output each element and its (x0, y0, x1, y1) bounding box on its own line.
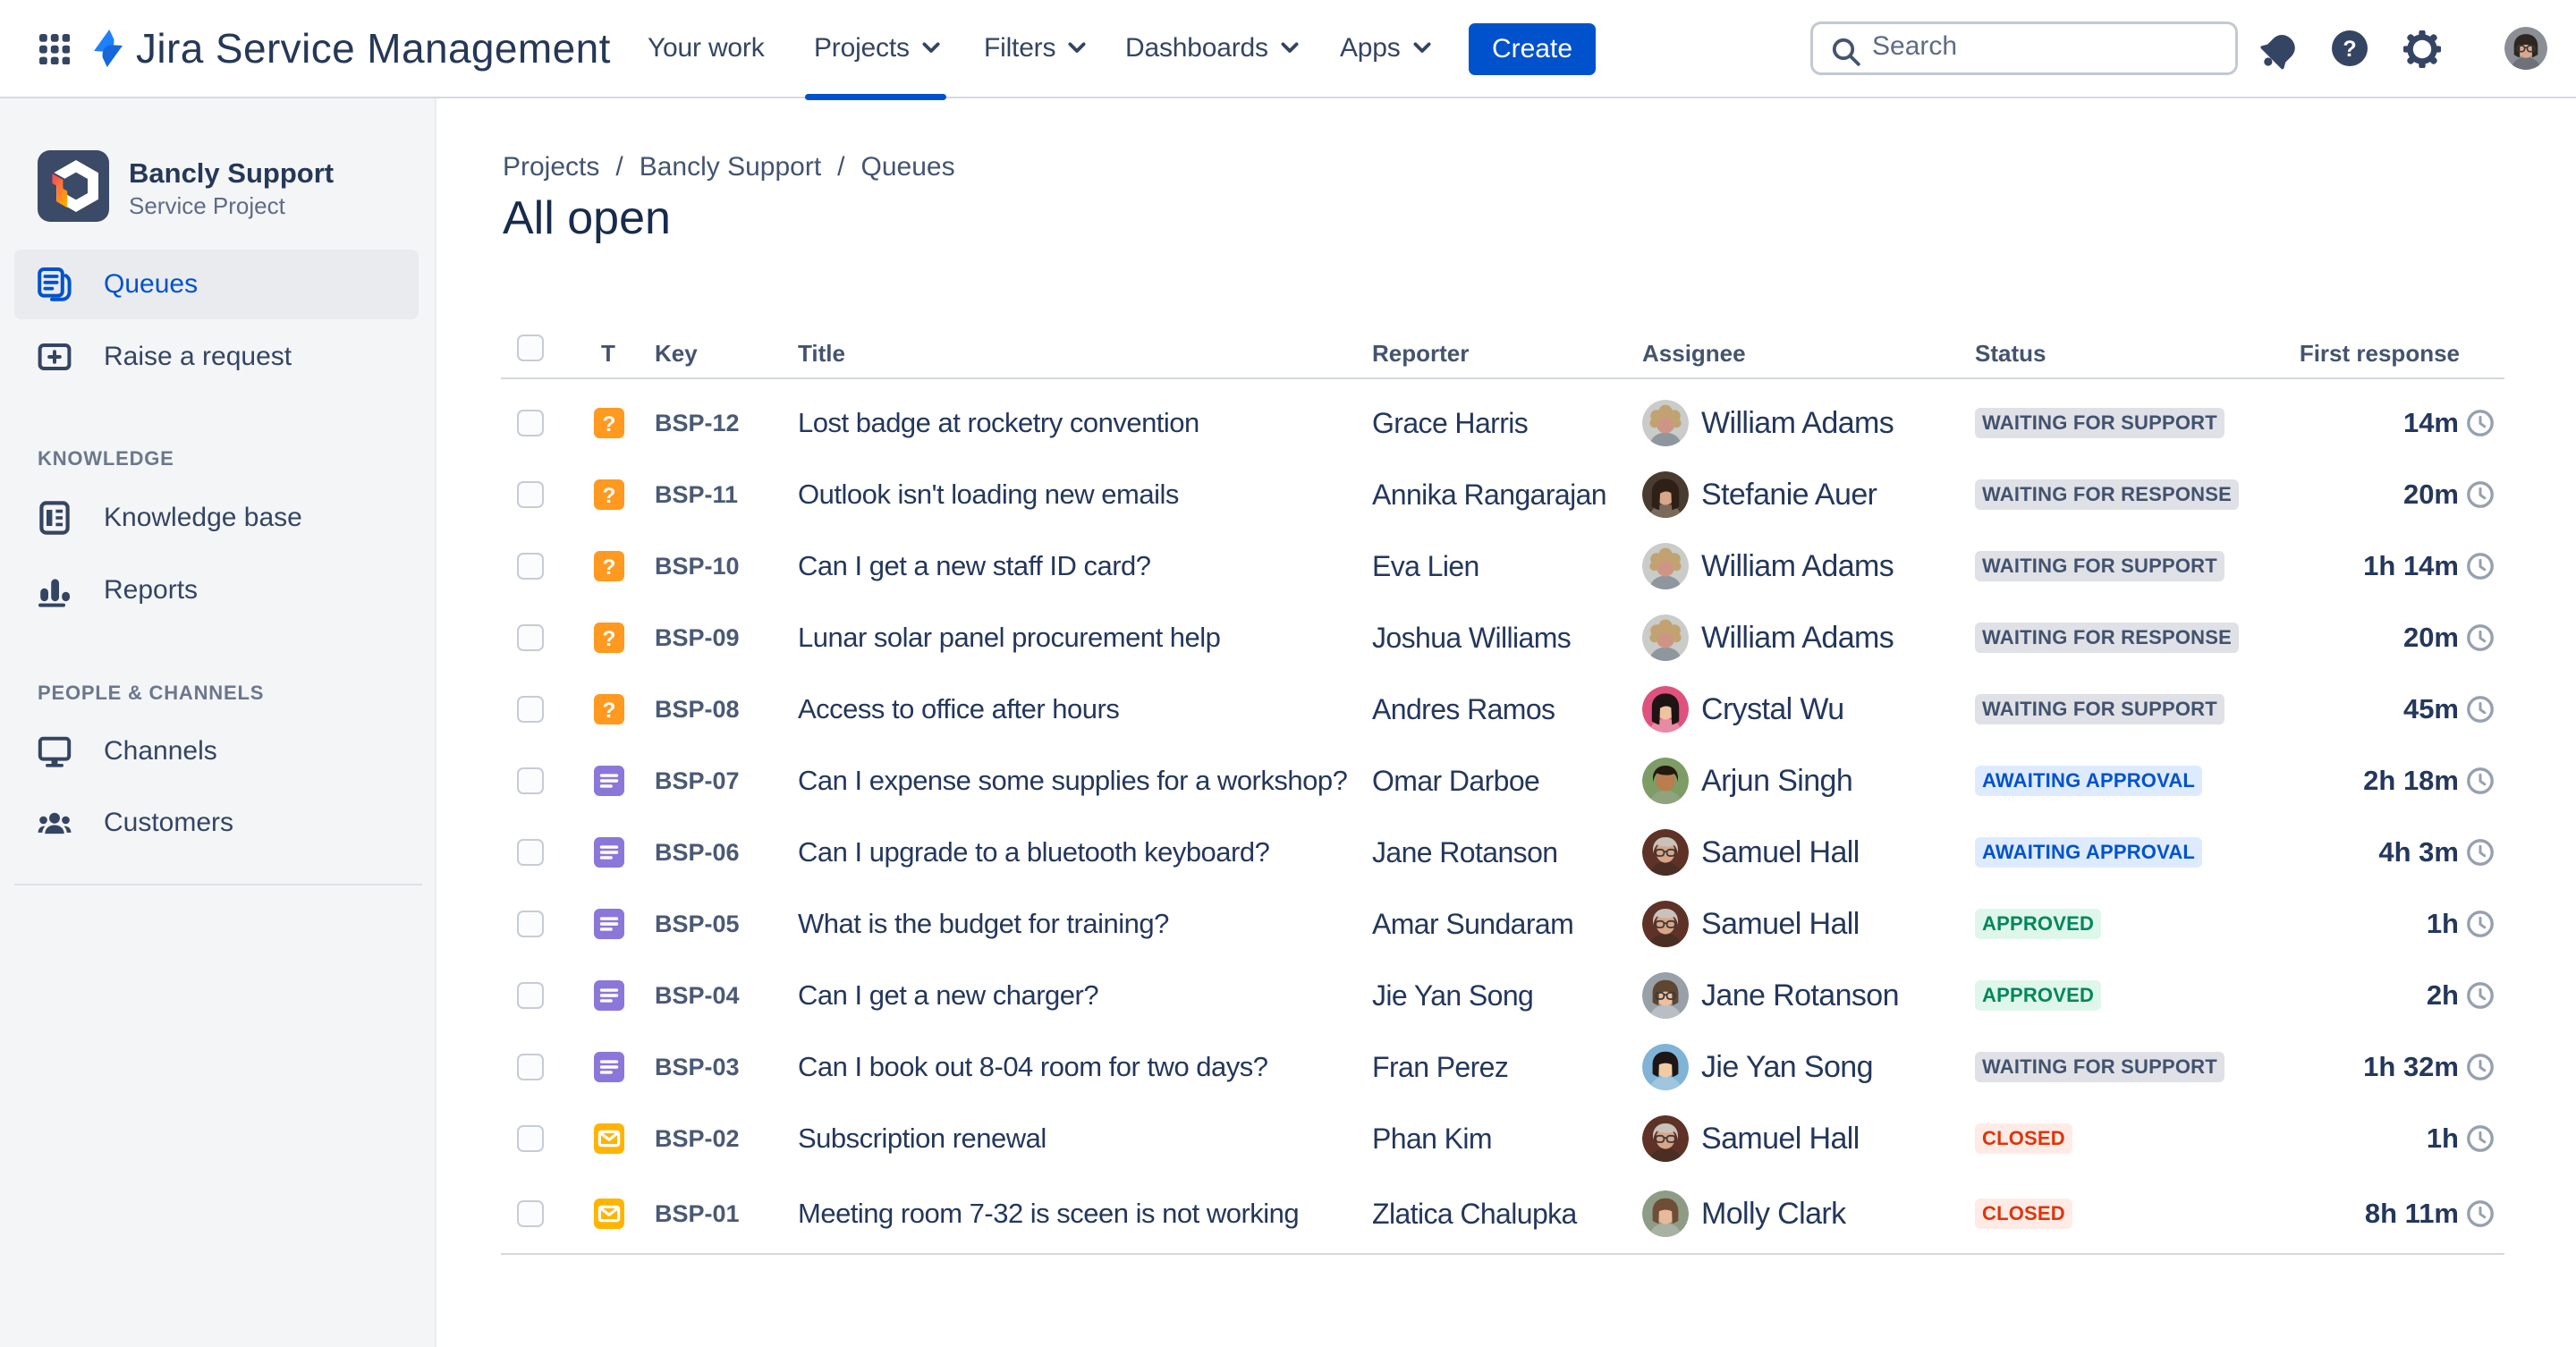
svg-text:?: ? (603, 412, 616, 436)
svg-text:?: ? (2343, 37, 2356, 62)
svg-text:?: ? (603, 627, 616, 651)
svg-text:?: ? (603, 484, 616, 508)
svg-text:?: ? (603, 555, 616, 580)
svg-text:?: ? (603, 699, 616, 723)
